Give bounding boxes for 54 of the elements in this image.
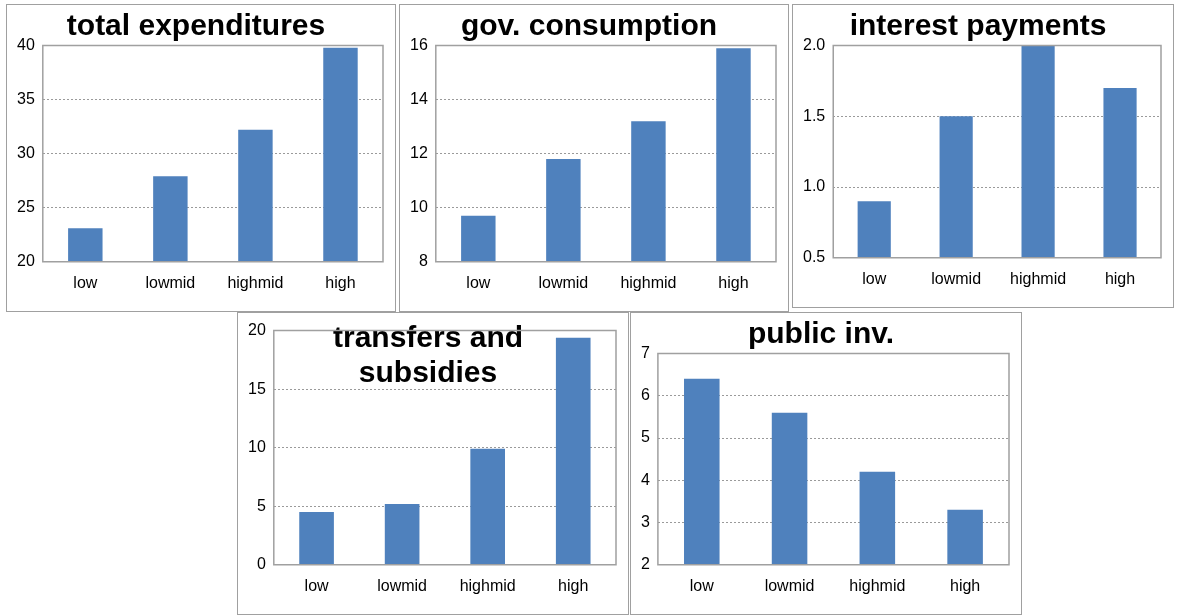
x-tick-label: highmid	[459, 576, 516, 594]
x-tick-label: lowmid	[764, 576, 815, 594]
y-tick-label: 5	[640, 428, 650, 446]
y-tick-label: 40	[17, 35, 35, 53]
y-tick-label: 2.0	[802, 35, 826, 53]
chart-title: transfers and subsidies	[332, 320, 524, 388]
x-tick-label: low	[304, 576, 330, 594]
chart-title: total expenditures	[66, 7, 326, 41]
y-tick-label: 20	[17, 252, 35, 270]
x-tick-label: highmid	[620, 273, 677, 291]
y-tick-label: 7	[640, 343, 650, 361]
bar	[555, 337, 591, 565]
x-tick-label: low	[73, 273, 98, 291]
y-tick-label: 10	[410, 198, 428, 216]
y-tick-label: 1.5	[802, 106, 826, 124]
bar	[470, 448, 505, 565]
y-tick-label: 16	[410, 35, 428, 53]
x-tick-label: high	[718, 273, 749, 291]
x-tick-label: high	[325, 273, 356, 291]
y-tick-label: 35	[17, 89, 35, 107]
x-tick-label: low	[862, 269, 887, 287]
y-tick-label: 12	[410, 144, 428, 162]
y-tick-label: 8	[418, 252, 428, 270]
y-tick-label: 30	[17, 144, 35, 162]
y-tick-label: 4	[640, 470, 650, 488]
x-tick-label: low	[689, 576, 715, 594]
x-tick-label: highmid	[227, 273, 284, 291]
x-tick-label: low	[466, 273, 491, 291]
x-tick-label: high	[558, 576, 589, 594]
x-tick-label: high	[949, 576, 981, 594]
y-tick-label: 14	[410, 89, 428, 107]
y-tick-label: 6	[640, 386, 650, 404]
x-tick-label: highmid	[1010, 269, 1067, 287]
y-tick-label: 3	[640, 512, 650, 530]
bar	[384, 503, 420, 565]
bar	[299, 512, 334, 565]
x-tick-label: lowmid	[538, 273, 589, 291]
y-tick-label: 10	[248, 438, 266, 456]
y-tick-label: 5	[256, 496, 266, 514]
x-tick-label: lowmid	[931, 269, 982, 287]
y-tick-label: 2	[640, 555, 650, 573]
x-tick-label: highmid	[849, 576, 906, 594]
y-tick-label: 25	[17, 198, 35, 216]
y-tick-label: 0.5	[802, 248, 826, 266]
y-tick-label: 1.0	[802, 177, 826, 195]
chart-title: public inv.	[747, 315, 895, 349]
chart-title: gov. consumption	[460, 7, 718, 41]
x-tick-label: lowmid	[145, 273, 196, 291]
y-tick-label: 0	[256, 555, 266, 573]
y-tick-label: 15	[248, 379, 266, 397]
y-tick-label: 20	[248, 321, 266, 339]
x-tick-label: high	[1104, 269, 1136, 287]
x-tick-label: lowmid	[377, 576, 428, 594]
chart-title: interest payments	[849, 7, 1107, 41]
